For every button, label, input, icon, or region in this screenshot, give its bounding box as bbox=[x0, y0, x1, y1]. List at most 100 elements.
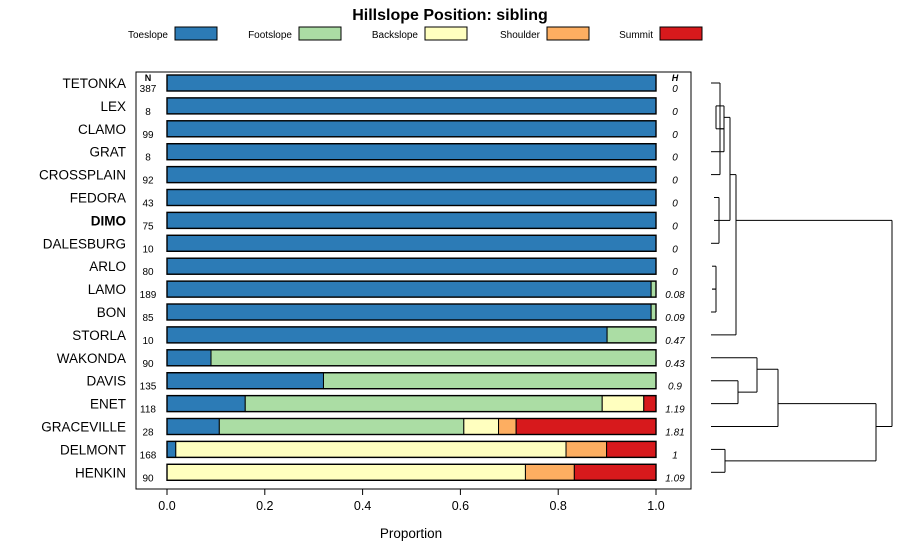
n-value: 28 bbox=[142, 428, 154, 439]
bar-outline bbox=[166, 257, 657, 275]
n-value: 387 bbox=[140, 84, 157, 95]
bar-segment-toeslope bbox=[166, 257, 657, 275]
bar-outline bbox=[166, 280, 657, 298]
row-label: LEX bbox=[100, 99, 126, 114]
bar-segment-toeslope bbox=[166, 418, 220, 435]
h-value: 0.08 bbox=[665, 290, 685, 301]
bar-segment-toeslope bbox=[166, 395, 246, 413]
legend-label-backslope: Backslope bbox=[372, 30, 419, 41]
bar-segment-footslope bbox=[606, 326, 657, 344]
n-value: 135 bbox=[140, 382, 157, 393]
row-dalesburg: DALESBURG 10 0 bbox=[43, 234, 678, 255]
legend-label-shoulder: Shoulder bbox=[500, 30, 541, 41]
x-tick-label: 0.4 bbox=[354, 499, 371, 513]
x-axis: 0.0 0.2 0.4 0.6 0.8 1.0 bbox=[158, 489, 665, 513]
row-label: DALESBURG bbox=[43, 236, 126, 251]
n-value: 85 bbox=[142, 313, 154, 324]
bar-segment-toeslope bbox=[166, 120, 657, 138]
row-crossplain: CROSSPLAIN 92 0 bbox=[39, 165, 678, 187]
row-label: FEDORA bbox=[70, 191, 126, 206]
h-value: 0.9 bbox=[668, 382, 682, 393]
legend-label-footslope: Footslope bbox=[248, 30, 292, 41]
row-fedora: FEDORA 43 0 bbox=[70, 188, 678, 210]
bar-outline bbox=[166, 394, 657, 413]
bar-segment-backslope bbox=[601, 395, 645, 413]
bar-segment-toeslope bbox=[166, 189, 657, 206]
bar-segment-toeslope bbox=[166, 234, 657, 252]
h-value: 1 bbox=[672, 450, 678, 461]
n-value: 8 bbox=[145, 107, 151, 118]
h-value: 1.09 bbox=[665, 473, 685, 484]
h-value: 1.19 bbox=[665, 405, 685, 416]
legend-swatch-backslope bbox=[424, 26, 468, 41]
bar-outline bbox=[166, 142, 657, 161]
row-label: LAMO bbox=[88, 282, 126, 297]
n-value: 10 bbox=[142, 244, 154, 255]
legend-swatch-summit bbox=[659, 26, 703, 41]
row-delmont: DELMONT 168 1 bbox=[60, 440, 678, 461]
n-value: 189 bbox=[140, 290, 157, 301]
row-tetonka: TETONKA 387 0 bbox=[62, 74, 678, 95]
bar-segment-footslope bbox=[650, 280, 657, 298]
h-value: 0 bbox=[672, 84, 678, 95]
row-graceville: GRACEVILLE 28 1.81 bbox=[41, 417, 685, 439]
x-tick-label: 0.6 bbox=[452, 499, 469, 513]
bar-segment-footslope bbox=[650, 303, 657, 321]
h-value: 0 bbox=[672, 221, 678, 232]
row-davis: DAVIS 135 0.9 bbox=[86, 372, 682, 393]
h-value: 0.09 bbox=[665, 313, 685, 324]
bar-outline bbox=[166, 120, 657, 138]
bar-outline bbox=[166, 165, 657, 184]
row-storla: STORLA 10 0.47 bbox=[72, 326, 685, 347]
row-bon: BON 85 0.09 bbox=[97, 303, 685, 324]
x-axis-title: Proportion bbox=[380, 526, 442, 541]
bar-segment-summit bbox=[573, 463, 657, 481]
x-tick-label: 1.0 bbox=[647, 499, 664, 513]
row-lamo: LAMO 189 0.08 bbox=[88, 280, 685, 301]
bar-segment-footslope bbox=[218, 418, 465, 435]
n-value: 75 bbox=[142, 221, 154, 232]
n-value: 43 bbox=[142, 199, 154, 210]
row-clamo: CLAMO 99 0 bbox=[78, 120, 678, 141]
bar-segment-backslope bbox=[463, 418, 500, 435]
bar-segment-shoulder bbox=[524, 463, 575, 481]
h-column-header: H bbox=[672, 73, 679, 83]
bar-outline bbox=[166, 74, 657, 92]
row-label: CROSSPLAIN bbox=[39, 168, 126, 183]
h-value: 0 bbox=[672, 153, 678, 164]
bar-outline bbox=[166, 349, 657, 367]
row-lex: LEX 8 0 bbox=[100, 97, 678, 118]
bar-segment-toeslope bbox=[166, 372, 324, 390]
row-label: DIMO bbox=[91, 213, 126, 228]
n-value: 92 bbox=[142, 176, 154, 187]
n-value: 118 bbox=[140, 405, 156, 416]
bar-segment-backslope bbox=[175, 440, 567, 458]
bar-outline bbox=[166, 303, 657, 321]
legend: Toeslope Footslope Backslope Shoulder Summit bbox=[128, 26, 703, 41]
row-label: ENET bbox=[90, 397, 126, 412]
h-value: 1.81 bbox=[665, 428, 684, 439]
bar-outline bbox=[166, 188, 657, 207]
bar-outline bbox=[166, 97, 657, 115]
bar-segment-toeslope bbox=[166, 97, 657, 115]
legend-label-toeslope: Toeslope bbox=[128, 30, 168, 41]
h-value: 0 bbox=[672, 176, 678, 187]
row-label: DAVIS bbox=[86, 374, 126, 389]
x-tick-label: 0.8 bbox=[550, 499, 567, 513]
h-value: 0 bbox=[672, 199, 678, 210]
n-value: 10 bbox=[142, 336, 154, 347]
h-value: 0 bbox=[672, 267, 678, 278]
plot-frame bbox=[135, 71, 692, 490]
bar-outline bbox=[166, 326, 657, 344]
legend-swatch-footslope bbox=[298, 26, 342, 41]
row-enet: ENET 118 1.19 bbox=[90, 394, 685, 416]
legend-swatch-shoulder bbox=[546, 26, 590, 41]
row-dimo: DIMO 75 0 bbox=[91, 211, 678, 232]
row-label: WAKONDA bbox=[57, 351, 126, 366]
bar-segment-toeslope bbox=[166, 211, 657, 229]
row-label: GRACEVILLE bbox=[41, 420, 126, 435]
x-tick-label: 0.0 bbox=[158, 499, 175, 513]
legend-swatch-toeslope bbox=[174, 26, 218, 41]
